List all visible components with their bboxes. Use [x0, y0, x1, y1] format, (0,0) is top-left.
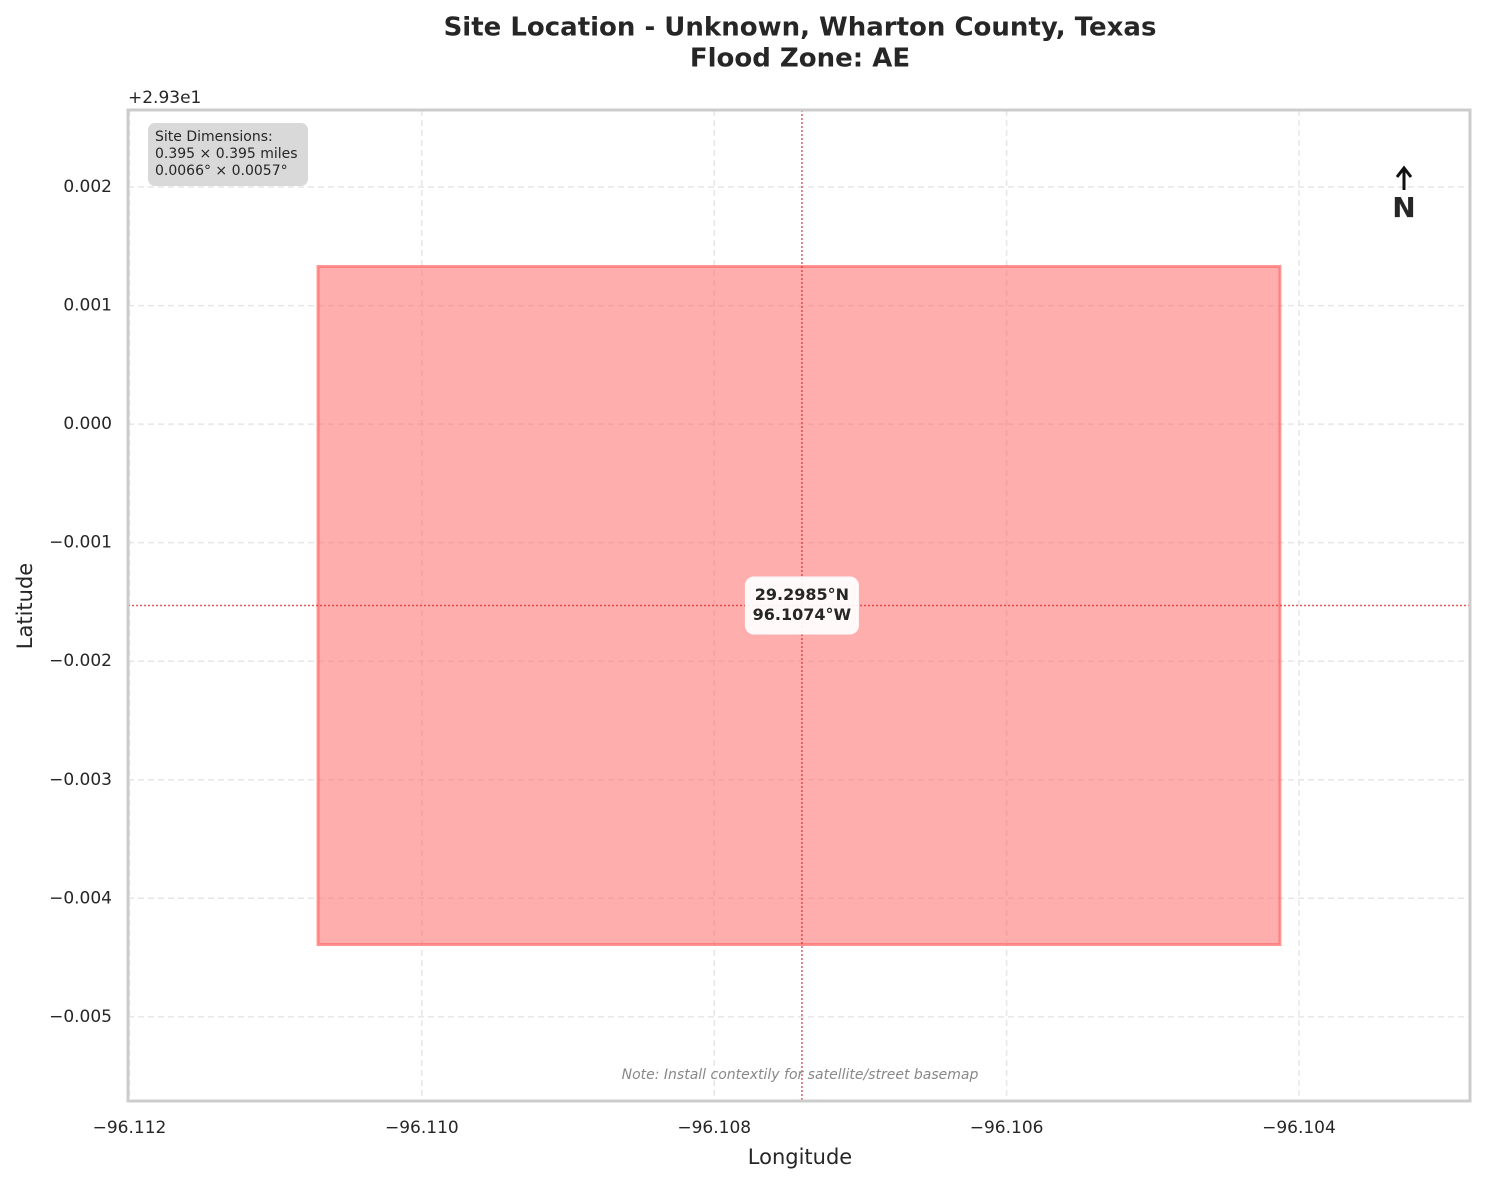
- x-tick-label: −96.108: [677, 1118, 751, 1138]
- x-tick-label: −96.106: [970, 1118, 1044, 1138]
- y-tick-label: 0.001: [63, 296, 112, 316]
- plot-frame: [126, 108, 1472, 1103]
- y-tick-label: 0.000: [63, 414, 112, 434]
- info-text: 0.0066° × 0.0057°: [155, 163, 288, 179]
- x-tick-label: −96.104: [1262, 1118, 1336, 1138]
- y-tick-label: 0.002: [63, 177, 112, 197]
- y-tick-label: −0.004: [49, 888, 112, 908]
- center-label-box: [744, 576, 859, 635]
- x-axis-label: Longitude: [748, 1145, 852, 1169]
- center-label: 29.2985°N: [755, 585, 849, 604]
- y-offset-text: +2.93e1: [128, 88, 201, 108]
- info-text: Site Dimensions:: [155, 129, 273, 145]
- y-tick-label: −0.001: [49, 533, 112, 553]
- y-tick-label: −0.002: [49, 651, 112, 671]
- y-tick-label: −0.003: [49, 770, 112, 790]
- info-text: 0.395 × 0.395 miles: [155, 146, 298, 162]
- y-axis-label: Latitude: [13, 563, 37, 649]
- chart-subtitle: Flood Zone: AE: [690, 44, 910, 74]
- center-label: 96.1074°W: [753, 605, 852, 624]
- note: Note: Install contextily for satellite/s…: [622, 1067, 979, 1083]
- north-label: N: [1392, 191, 1415, 224]
- x-tick-label: −96.112: [93, 1118, 167, 1138]
- info-box: [148, 123, 308, 186]
- chart-title: Site Location - Unknown, Wharton County,…: [444, 13, 1157, 43]
- y-tick-label: −0.005: [49, 1007, 112, 1027]
- north-arrow: [1395, 165, 1413, 190]
- x-tick-label: −96.110: [385, 1118, 459, 1138]
